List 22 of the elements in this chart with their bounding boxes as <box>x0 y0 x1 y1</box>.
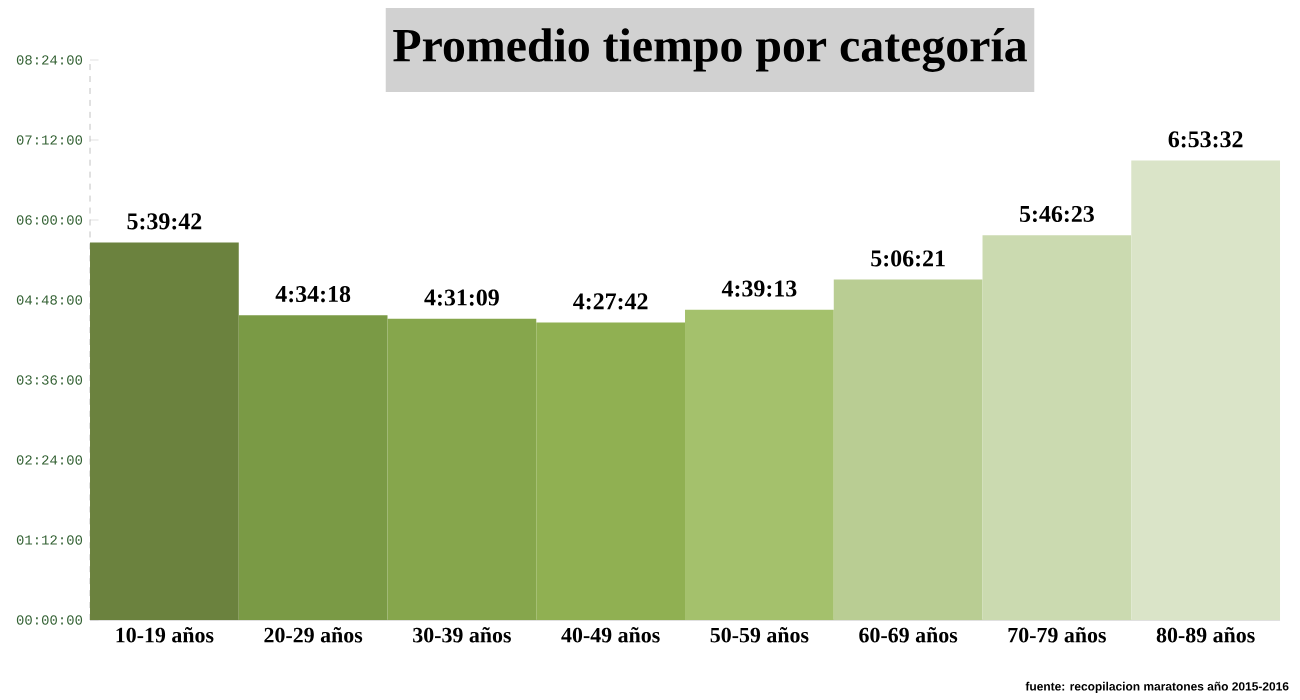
chart-title: Promedio tiempo por categoría <box>393 28 1027 72</box>
data-label: 4:31:09 <box>424 289 499 306</box>
x-tick-label: 10-19 años <box>116 627 214 643</box>
bar <box>685 309 834 620</box>
data-label: 5:39:42 <box>127 213 202 230</box>
x-tick-label: 30-39 años <box>413 627 511 643</box>
data-label: 4:39:13 <box>721 280 797 297</box>
data-label: 5:46:23 <box>1020 205 1094 223</box>
x-tick-label: 20-29 años <box>264 627 363 643</box>
x-tick-label: 60-69 años <box>859 627 958 643</box>
x-tick-label: 80-89 años <box>1156 627 1255 643</box>
bar <box>833 279 983 620</box>
x-tick-label: 40-49 años <box>561 627 660 643</box>
x-tick-label: 70-79 años <box>1008 627 1106 643</box>
bar <box>1131 160 1281 620</box>
data-label: 4:27:42 <box>573 293 648 310</box>
data-label: 6:53:32 <box>1168 131 1243 148</box>
data-label: 5:06:21 <box>871 250 945 267</box>
bar <box>982 235 1132 620</box>
x-tick-label: 50-59 años <box>710 627 809 643</box>
data-label: 4:34:18 <box>275 285 351 303</box>
bar <box>90 242 239 620</box>
